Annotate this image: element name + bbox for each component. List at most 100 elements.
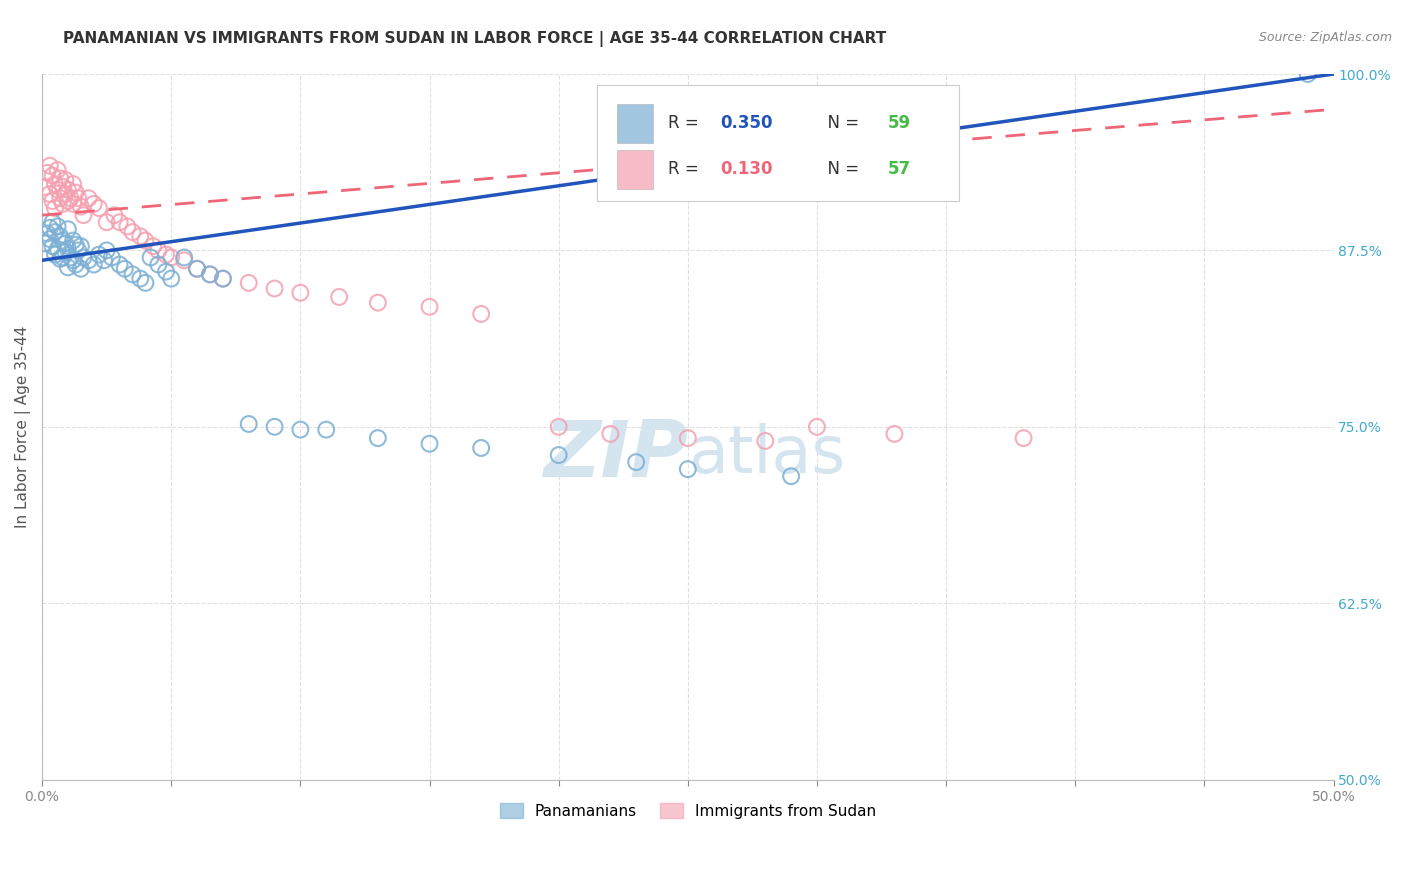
Point (67, 244, 90, 258)
Point (139, 251, 162, 265)
Point (134, 234, 156, 248)
Point (67, 191, 90, 205)
Point (44, 201, 66, 215)
Point (290, 423, 312, 437)
Point (418, 300, 440, 314)
Text: 0.130: 0.130 (720, 161, 773, 178)
Text: 57: 57 (889, 161, 911, 178)
Point (52, 234, 75, 248)
Text: Source: ZipAtlas.com: Source: ZipAtlas.com (1258, 31, 1392, 45)
Point (56, 183, 79, 197)
Point (38, 186, 60, 201)
Point (65, 258, 87, 272)
Point (173, 253, 195, 268)
Point (62, 177, 84, 191)
Point (87, 201, 110, 215)
FancyBboxPatch shape (617, 104, 652, 143)
Text: PANAMANIAN VS IMMIGRANTS FROM SUDAN IN LABOR FORCE | AGE 35-44 CORRELATION CHART: PANAMANIAN VS IMMIGRANTS FROM SUDAN IN L… (63, 31, 887, 47)
Text: N =: N = (817, 161, 865, 178)
Point (38, 220, 60, 235)
Point (547, 448, 569, 462)
Point (367, 295, 389, 310)
Point (160, 271, 183, 285)
Point (77, 191, 100, 205)
Point (70, 200, 93, 214)
Point (87, 247, 110, 261)
Point (114, 261, 136, 276)
Point (59, 191, 82, 205)
Point (38, 159, 60, 173)
Text: 59: 59 (889, 114, 911, 132)
Point (34, 236, 56, 251)
Point (46, 183, 69, 197)
Point (62, 234, 84, 248)
Point (263, 419, 285, 434)
Point (49, 229, 72, 244)
Text: ZIP: ZIP (543, 417, 688, 493)
Point (53, 244, 76, 259)
Point (883, 426, 905, 441)
Point (129, 271, 152, 285)
Point (155, 264, 177, 278)
Point (38, 232, 60, 246)
Point (108, 215, 131, 229)
Point (212, 271, 235, 285)
Point (37, 227, 59, 241)
Point (83, 197, 105, 211)
Y-axis label: In Labor Force | Age 35-44: In Labor Force | Age 35-44 (15, 326, 31, 528)
Legend: Panamanians, Immigrants from Sudan: Panamanians, Immigrants from Sudan (494, 797, 882, 825)
Point (142, 239, 165, 253)
Point (44, 177, 66, 191)
Point (129, 229, 152, 244)
Point (72, 251, 94, 265)
Point (96, 244, 118, 258)
Point (315, 423, 337, 437)
Point (46, 242, 69, 256)
Point (65, 186, 87, 200)
Point (238, 417, 260, 431)
Point (676, 431, 699, 445)
Point (49, 191, 72, 205)
Point (77, 253, 100, 268)
Text: 0.350: 0.350 (720, 114, 773, 132)
Point (806, 419, 828, 434)
Point (96, 215, 118, 229)
Point (53, 186, 76, 201)
Point (121, 268, 143, 282)
Point (160, 251, 183, 265)
FancyBboxPatch shape (617, 150, 652, 189)
Point (134, 276, 156, 290)
Point (198, 268, 221, 282)
Point (62, 197, 84, 211)
Point (65, 237, 87, 252)
Point (41, 169, 63, 183)
Point (44, 225, 66, 239)
Point (780, 469, 803, 483)
Point (186, 261, 208, 276)
Point (117, 219, 139, 234)
Text: N =: N = (817, 114, 865, 132)
Point (1012, 431, 1035, 445)
Text: R =: R = (668, 114, 704, 132)
Point (59, 251, 82, 265)
Point (367, 431, 389, 445)
Point (72, 208, 94, 222)
Point (52, 197, 75, 211)
Point (1296, 67, 1319, 81)
Point (52, 180, 75, 194)
Point (83, 258, 105, 272)
FancyBboxPatch shape (598, 85, 959, 201)
Point (101, 251, 124, 265)
Point (41, 239, 63, 253)
Point (41, 194, 63, 208)
Point (148, 244, 170, 258)
Point (41, 215, 63, 229)
Point (121, 225, 143, 239)
Point (155, 247, 177, 261)
Point (328, 290, 350, 304)
Point (290, 285, 312, 300)
Point (624, 455, 647, 469)
Point (676, 462, 699, 476)
Point (238, 276, 260, 290)
Point (198, 268, 221, 282)
